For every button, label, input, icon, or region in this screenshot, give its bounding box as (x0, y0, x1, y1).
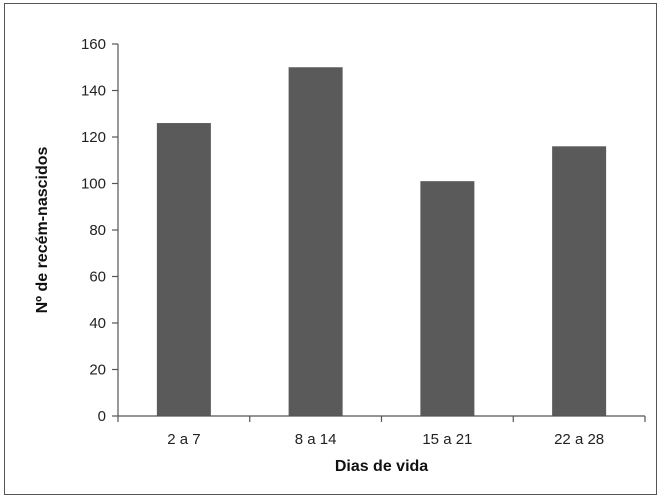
y-axis-ticks: 0 20 40 60 80 100 120 140 160 (81, 36, 118, 425)
x-axis-ticks: 2 a 7 8 a 14 15 a 21 22 a 28 (117, 416, 646, 448)
y-tick-label: 140 (81, 83, 106, 100)
y-tick-label: 160 (81, 36, 106, 53)
y-tick-label: 60 (89, 269, 106, 286)
x-axis-title: Dias de vida (335, 458, 428, 475)
x-tick-label: 8 a 14 (295, 431, 337, 448)
bars (156, 67, 607, 417)
x-tick-label: 22 a 28 (554, 431, 604, 448)
x-tick-label: 15 a 21 (422, 431, 472, 448)
bar-8-a-14 (288, 67, 343, 416)
y-tick-label: 0 (98, 408, 106, 425)
y-tick-label: 120 (81, 129, 106, 146)
bar-15-a-21 (420, 181, 475, 416)
y-tick-label: 20 (89, 362, 106, 379)
bar-22-a-28 (552, 146, 607, 417)
x-tick-label: 2 a 7 (167, 431, 200, 448)
y-axis-title: Nº de recém-nascidos (34, 147, 51, 314)
bar-2-a-7 (156, 123, 211, 417)
y-tick-label: 80 (89, 222, 106, 239)
y-tick-label: 40 (89, 315, 106, 332)
y-tick-label: 100 (81, 176, 106, 193)
